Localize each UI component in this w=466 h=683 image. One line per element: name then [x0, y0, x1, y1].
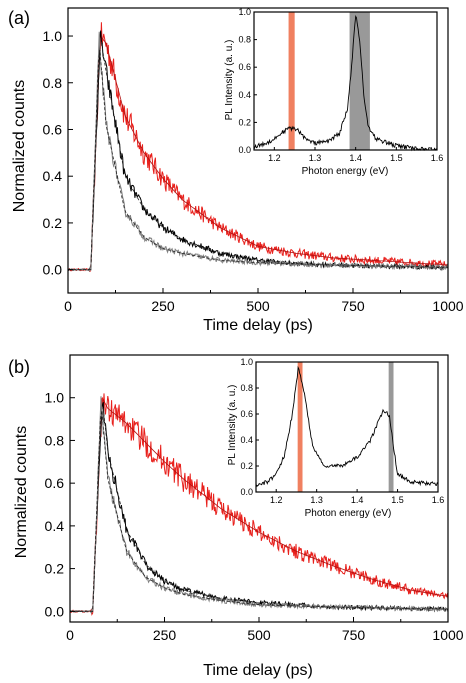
panel-label: (a) [8, 8, 30, 28]
y-tick-label: 0.6 [45, 475, 65, 491]
y-tick-label: 0.8 [45, 432, 65, 448]
x-tick-label: 1000 [432, 627, 463, 643]
inset-frame [253, 11, 438, 151]
series-fit-1 [70, 398, 449, 612]
inset-x-axis-label: Photon energy (eV) [302, 166, 389, 177]
panel-b: (b) 0 250 500 750 1000 0.0 0.2 0.4 0.6 0.8 1.0 Tim… [8, 354, 464, 679]
y-tick-label: 1.0 [43, 28, 63, 44]
x-axis-label: Time delay (ps) [203, 662, 313, 679]
y-tick-label: 0.8 [43, 75, 63, 91]
inset-y-tick-label: 0.0 [238, 145, 251, 155]
inset-x-tick-label: 1.3 [310, 495, 323, 505]
inset-x-tick-label: 1.6 [431, 153, 444, 163]
y-axis-label: Normalized counts [13, 426, 30, 559]
inset-x-tick-label: 1.2 [270, 495, 283, 505]
inset-x-tick-label: 1.4 [351, 495, 364, 505]
inset-y-tick-label: 0.8 [240, 383, 253, 393]
plot-area: 0 250 500 750 1000 0.0 0.2 0.4 0.6 0.8 1.0 [45, 354, 464, 643]
x-tick-label: 1000 [432, 298, 463, 314]
series-trace-3 [70, 396, 449, 615]
inset-y-tick-label: 0.0 [240, 487, 253, 497]
inset-background [254, 12, 437, 150]
panel-a: (a) 0 250 500 750 1000 0.0 0.2 0.4 0.6 0.8 1.0 Tim… [8, 7, 464, 334]
inset-y-tick-label: 0.4 [240, 435, 253, 445]
inset-y-tick-label: 0.2 [240, 461, 253, 471]
highlight-band [297, 362, 303, 492]
inset-x-tick-label: 1.4 [349, 153, 362, 163]
series-fit-2 [70, 405, 448, 612]
y-tick-label: 0.2 [45, 561, 65, 577]
highlight-band [288, 12, 295, 150]
y-tick-label: 1.0 [45, 390, 65, 406]
y-tick-label: 0.4 [43, 168, 63, 184]
inset-y-tick-label: 0.4 [238, 90, 251, 100]
x-tick-label: 250 [151, 298, 175, 314]
x-tick-label: 500 [247, 627, 271, 643]
x-tick-label: 0 [66, 627, 74, 643]
inset-x-tick-label: 1.5 [391, 495, 404, 505]
plot-area: 0 250 500 750 1000 0.0 0.2 0.4 0.6 0.8 1.0 [43, 7, 464, 314]
inset-y-tick-label: 1.0 [240, 357, 253, 367]
inset-spectrum: 1.2 1.3 1.4 1.5 1.6 0.0 0.2 0.4 0.6 0.8 1.0 Photon… [224, 7, 443, 177]
inset-background [256, 362, 438, 492]
y-tick-label: 0.4 [45, 518, 65, 534]
inset-spectrum: 1.2 1.3 1.4 1.5 1.6 0.0 0.2 0.4 0.6 0.8 1.0 Photon… [227, 357, 444, 519]
inset-plot-area: 1.2 1.3 1.4 1.5 1.6 0.0 0.2 0.4 0.6 0.8 1.0 [238, 7, 443, 163]
inset-y-tick-label: 0.2 [238, 117, 251, 127]
series-fit-2 [68, 41, 448, 270]
inset-x-axis-label: Photon energy (eV) [305, 508, 392, 519]
x-tick-label: 750 [342, 627, 366, 643]
inset-y-tick-label: 0.6 [240, 409, 253, 419]
inset-y-axis-label: PL Intensity (a. u.) [224, 40, 235, 121]
inset-x-tick-label: 1.6 [432, 495, 445, 505]
inset-x-tick-label: 1.5 [390, 153, 403, 163]
inset-y-tick-label: 1.0 [238, 7, 251, 17]
panel-label: (b) [8, 357, 30, 377]
series-trace-1 [67, 22, 449, 272]
x-tick-label: 500 [246, 298, 270, 314]
pl-spectrum-line [253, 14, 438, 152]
x-tick-label: 250 [153, 627, 177, 643]
inset-y-tick-label: 0.8 [238, 35, 251, 45]
inset-x-tick-label: 1.3 [309, 153, 322, 163]
x-tick-label: 750 [341, 298, 365, 314]
inset-x-tick-label: 1.2 [268, 153, 281, 163]
inset-y-axis-label: PL Intensity (a. u.) [227, 385, 238, 466]
y-tick-label: 0.0 [43, 262, 63, 278]
y-tick-label: 0.6 [43, 121, 63, 137]
series-fit-3 [70, 410, 448, 612]
series-fit-3 [68, 49, 448, 270]
highlight-band [349, 12, 370, 150]
y-tick-label: 0.0 [45, 603, 65, 619]
inset-y-tick-label: 0.6 [238, 62, 251, 72]
pl-spectrum-line [255, 365, 439, 488]
series-trace-1 [69, 393, 449, 616]
y-tick-label: 0.2 [43, 215, 63, 231]
x-axis-label: Time delay (ps) [203, 317, 313, 334]
inset-frame [255, 361, 439, 493]
inset-plot-area: 1.2 1.3 1.4 1.5 1.6 0.0 0.2 0.4 0.6 0.8 1.0 [240, 357, 444, 505]
x-tick-label: 0 [64, 298, 72, 314]
y-axis-label: Normalized counts [11, 80, 28, 213]
series-fit-1 [68, 36, 449, 270]
